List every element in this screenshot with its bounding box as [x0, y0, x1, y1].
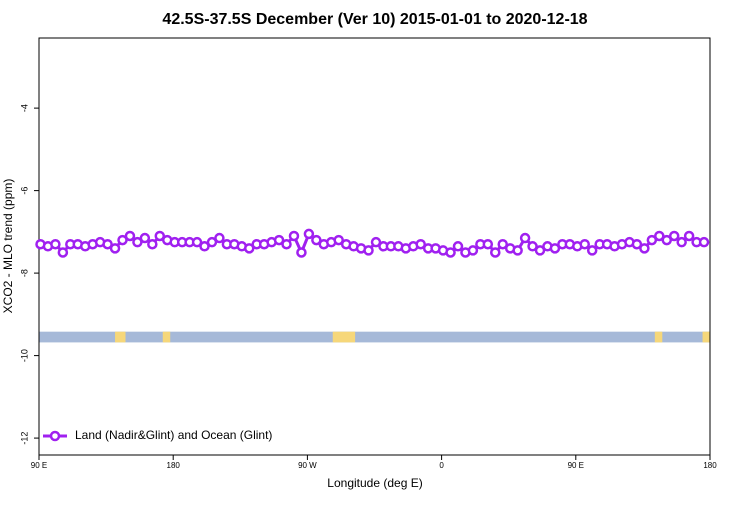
x-tick-label: 90 E [568, 461, 584, 470]
data-point [683, 230, 695, 242]
x-tick-label: 0 [439, 461, 444, 470]
data-point [214, 232, 225, 244]
data-point [273, 234, 285, 246]
data-point [490, 247, 501, 258]
data-point [579, 238, 590, 250]
data-point [482, 238, 494, 250]
data-point [512, 245, 523, 256]
data-point [109, 243, 121, 254]
data-point [363, 245, 374, 256]
y-tick-label: -12 [19, 432, 29, 445]
y-tick-label: -8 [19, 269, 29, 277]
x-tick-label: 90 E [31, 461, 47, 470]
y-tick-label: -10 [19, 349, 29, 362]
data-point [445, 247, 456, 258]
land-segment [702, 331, 710, 343]
data-point [139, 232, 151, 244]
data-point [57, 247, 69, 258]
data-point [534, 245, 546, 256]
x-axis-label: Longitude (deg E) [327, 476, 422, 490]
data-point [661, 234, 673, 246]
y-tick-label: -6 [19, 187, 29, 195]
data-point [117, 234, 128, 246]
data-point [311, 234, 322, 246]
data-point [639, 243, 650, 254]
data-point [631, 238, 643, 250]
ocean-strip [39, 331, 710, 343]
land-segment [332, 331, 356, 343]
data-point [191, 236, 203, 248]
data-point [527, 241, 538, 252]
data-point [452, 241, 464, 252]
data-point [124, 230, 136, 242]
data-point [281, 238, 292, 250]
data-point [147, 238, 158, 250]
data-point [333, 234, 344, 246]
data-point [303, 228, 315, 240]
data-point [698, 236, 710, 248]
land-segment [115, 331, 126, 343]
x-tick-label: 180 [167, 461, 181, 470]
data-point [243, 243, 255, 254]
data-point [668, 230, 680, 242]
data-point [296, 247, 307, 258]
data-point [654, 230, 665, 242]
data-point [199, 241, 210, 252]
data-point [415, 238, 426, 250]
land-segment [162, 331, 171, 343]
data-point [102, 238, 113, 250]
data-point [519, 232, 531, 244]
y-axis-label: XCO2 - MLO trend (ppm) [1, 179, 15, 314]
x-tick-label: 180 [703, 461, 717, 470]
data-point [676, 236, 687, 248]
data-point [288, 230, 300, 242]
legend-marker [49, 430, 61, 442]
data-point [646, 234, 658, 246]
data-point [50, 238, 61, 250]
data-point [549, 243, 561, 254]
data-point [154, 230, 166, 242]
data-point [132, 236, 143, 248]
legend-label: Land (Nadir&Glint) and Ocean (Glint) [75, 428, 272, 442]
data-point [586, 245, 598, 256]
chart-title: 42.5S-37.5S December (Ver 10) 2015-01-01… [162, 11, 587, 28]
data-point [370, 236, 382, 248]
data-point [206, 236, 218, 248]
data-point [467, 245, 479, 256]
land-segment [654, 331, 663, 343]
y-tick-label: -4 [19, 104, 29, 112]
x-tick-label: 90 W [298, 461, 317, 470]
data-point [497, 238, 508, 250]
